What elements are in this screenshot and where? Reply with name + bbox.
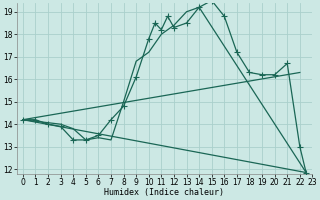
X-axis label: Humidex (Indice chaleur): Humidex (Indice chaleur): [105, 188, 225, 197]
